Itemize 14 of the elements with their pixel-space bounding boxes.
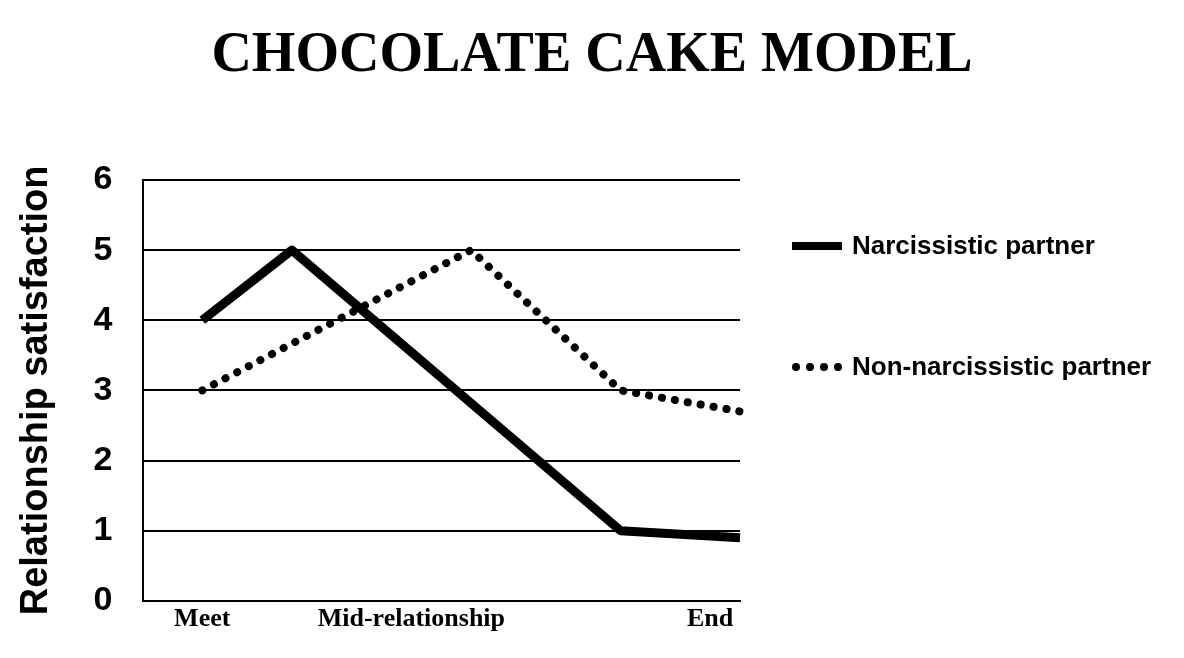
y-axis-title: Relationship satisfaction [13,165,56,616]
y-tick-label: 2 [93,438,113,477]
chart-title: CHOCOLATE CAKE MODEL [210,20,974,84]
y-tick-label: 4 [93,298,113,337]
x-tick-label: Mid-relationship [317,603,506,633]
y-tick-label: 5 [93,228,113,267]
y-tick-label: 6 [93,158,113,197]
y-tick-label: 3 [93,368,113,407]
x-tick-label: End [686,603,734,633]
y-tick-label: 1 [93,509,113,548]
x-tick-label: Meet [174,603,231,633]
legend-label: Narcissistic partner [852,230,1095,261]
legend-label: Non-narcissistic partner [852,351,1152,382]
y-tick-label: 0 [93,579,113,618]
